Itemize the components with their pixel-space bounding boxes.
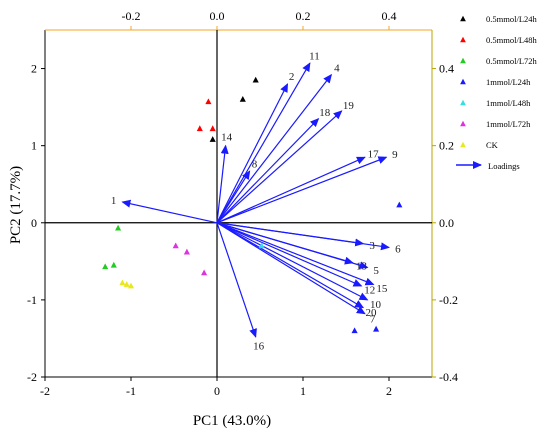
right-tick-label: 0.0 xyxy=(439,216,454,230)
top-tick-label: -0.2 xyxy=(122,9,141,23)
right-tick-label: 0.2 xyxy=(439,139,454,153)
x-tick-label: 0 xyxy=(214,384,220,398)
legend-marker-0.5mmol/L24h xyxy=(460,15,466,22)
y-tick-label: 0 xyxy=(31,216,37,230)
loading-arrow-1 xyxy=(121,199,218,224)
loading-label-12: 12 xyxy=(364,285,375,297)
loading-label-13: 13 xyxy=(356,260,368,272)
y-tick-label: 2 xyxy=(31,62,37,76)
top-tick-label: 0.0 xyxy=(210,9,225,23)
loading-label-10: 10 xyxy=(370,299,382,311)
point-0.5mmol/L48h xyxy=(196,125,203,132)
point-0.5mmol/L24h xyxy=(239,96,246,102)
loading-arrow-15 xyxy=(216,222,375,286)
x-tick-label: 1 xyxy=(300,384,306,398)
top-tick-label: 0.2 xyxy=(296,9,311,23)
loading-arrow-6 xyxy=(216,222,390,251)
loading-arrow-11 xyxy=(216,62,311,224)
x-axis-label: PC1 (43.0%) xyxy=(193,413,271,429)
point-0.5mmol/L48h xyxy=(209,125,216,132)
legend-marker-1mmol/L24h xyxy=(460,78,466,85)
loading-label-3: 3 xyxy=(369,240,375,252)
point-1mmol/L72h xyxy=(201,269,208,276)
legend-label: 0.5mmol/L48h xyxy=(486,35,538,45)
point-CK xyxy=(119,279,126,286)
legend-label: 1mmol/L72h xyxy=(486,119,531,129)
loading-label-6: 6 xyxy=(395,244,401,256)
x-tick-label: -1 xyxy=(126,384,136,398)
legend-marker-0.5mmol/L48h xyxy=(460,36,466,43)
loading-arrow-4 xyxy=(216,73,332,224)
point-CK xyxy=(127,282,135,289)
legend-label: 0.5mmol/L72h xyxy=(486,56,538,66)
point-0.5mmol/L48h xyxy=(205,98,212,105)
loading-arrow-2 xyxy=(216,83,289,224)
loading-arrow-7 xyxy=(216,222,366,315)
legend-marker-0.5mmol/L72h xyxy=(460,57,466,64)
point-0.5mmol/L24h xyxy=(209,136,216,142)
legend-marker-1mmol/L72h xyxy=(460,120,466,127)
loading-label-19: 19 xyxy=(343,100,355,112)
right-tick-label: -0.2 xyxy=(439,293,458,307)
loading-arrow-14 xyxy=(216,144,229,223)
right-tick-label: -0.4 xyxy=(439,370,458,384)
point-0.5mmol/L72h xyxy=(110,261,117,268)
loading-label-14: 14 xyxy=(221,132,233,144)
x-tick-label: -2 xyxy=(40,384,50,398)
legend-label: 0.5mmol/L24h xyxy=(486,14,538,24)
loading-arrow-20 xyxy=(216,222,365,309)
loading-label-11: 11 xyxy=(309,50,320,62)
legend: 0.5mmol/L24h 0.5mmol/L48h 0.5mmol/L72h 1mmo… xyxy=(456,14,538,171)
zero-lines xyxy=(45,30,432,377)
point-1mmol/L24h xyxy=(396,201,403,208)
loading-arrow-19 xyxy=(216,110,343,224)
legend-label: CK xyxy=(486,140,499,150)
loading-label-8: 8 xyxy=(252,159,258,171)
y-axis-label: PC2 (17.7%) xyxy=(8,166,24,244)
top-tick-label: 0.4 xyxy=(382,9,397,23)
point-CK xyxy=(123,281,130,287)
point-1mmol/L24h xyxy=(373,325,380,332)
loading-label-7: 7 xyxy=(370,313,376,325)
point-0.5mmol/L24h xyxy=(252,76,259,83)
loading-arrow-18 xyxy=(216,117,320,224)
loading-arrow-9 xyxy=(216,156,388,224)
loading-label-18: 18 xyxy=(319,107,331,119)
point-1mmol/L72h xyxy=(183,248,190,255)
loading-label-17: 17 xyxy=(368,149,380,161)
loading-arrow-16 xyxy=(216,222,257,338)
y-tick-label: 1 xyxy=(31,139,37,153)
loading-arrow-13 xyxy=(216,222,354,265)
loading-arrow-10 xyxy=(216,222,369,301)
y-tick-label: -2 xyxy=(27,370,37,384)
loading-label-20: 20 xyxy=(365,307,377,319)
loading-label-4: 4 xyxy=(334,63,340,75)
x-tick-label: 2 xyxy=(386,384,392,398)
loading-label-9: 9 xyxy=(392,149,398,161)
legend-marker-1mmol/L48h xyxy=(460,99,466,106)
point-1mmol/L24h xyxy=(351,327,358,334)
right-tick-label: 0.4 xyxy=(439,62,454,76)
loading-arrow-17 xyxy=(216,156,366,224)
loading-label-2: 2 xyxy=(289,71,295,83)
loading-label-15: 15 xyxy=(376,283,388,295)
loading-label-1: 1 xyxy=(111,195,117,207)
legend-label: 1mmol/L24h xyxy=(486,77,531,87)
sample-points xyxy=(102,76,403,334)
legend-marker-CK xyxy=(460,141,466,148)
loading-label-16: 16 xyxy=(253,340,265,352)
loading-arrow-12 xyxy=(216,222,363,287)
point-0.5mmol/L72h xyxy=(102,263,109,270)
y-tick-label: -1 xyxy=(27,293,37,307)
legend-label: 1mmol/L48h xyxy=(486,98,531,108)
point-1mmol/L72h xyxy=(172,242,179,249)
loading-label-5: 5 xyxy=(373,265,379,277)
legend-label-loadings: Loadings xyxy=(488,161,520,171)
point-1mmol/L48h xyxy=(258,242,265,249)
point-0.5mmol/L72h xyxy=(115,224,122,231)
